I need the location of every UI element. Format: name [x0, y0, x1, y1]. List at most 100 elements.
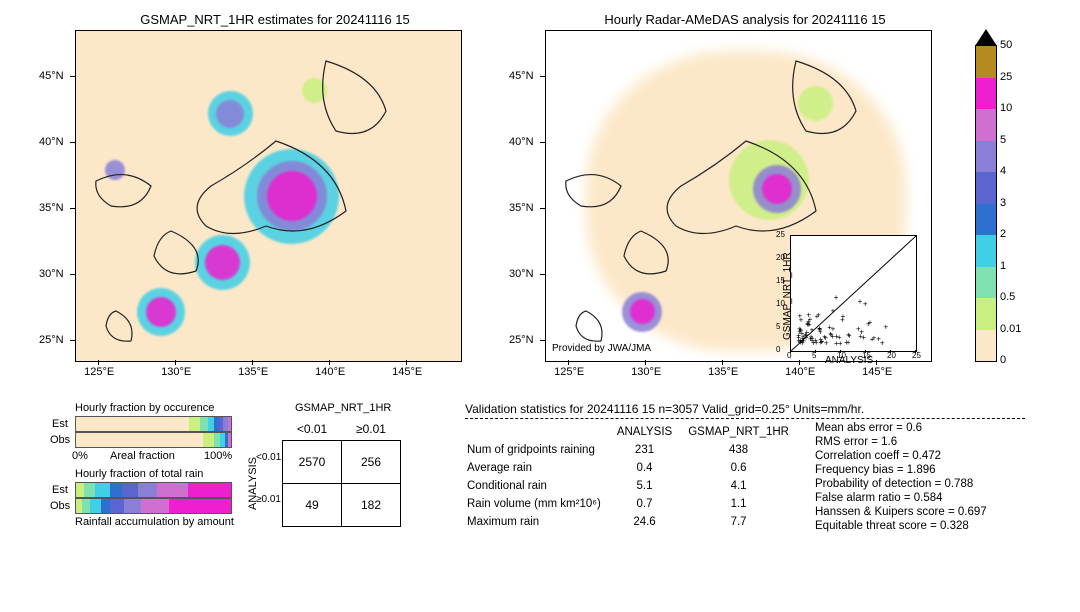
svg-text:+: +: [798, 312, 803, 321]
svg-text:+: +: [818, 325, 823, 334]
svg-text:+: +: [872, 334, 877, 343]
bar-seg: [203, 433, 214, 447]
lon-tick: 125°E: [84, 366, 114, 378]
bar-seg: [122, 483, 138, 497]
svg-text:+: +: [824, 338, 829, 347]
colorbar-seg: [976, 235, 996, 267]
est-label-1: Est: [52, 418, 68, 430]
colorbar-tick: 0.5: [1000, 291, 1015, 303]
lat-tick: 45°N: [509, 70, 534, 82]
bar-seg: [228, 417, 231, 431]
colorbar-tick: 10: [1000, 102, 1012, 114]
inset-xtick: 10: [837, 351, 846, 360]
obs-label-2: Obs: [50, 500, 70, 512]
lat-tick: 45°N: [39, 70, 64, 82]
colorbar-tick: 0.01: [1000, 323, 1021, 335]
metric-line: RMS error = 1.6: [815, 436, 987, 448]
bar-seg: [76, 483, 84, 497]
bar-seg: [76, 433, 203, 447]
colorbar-tick: 1: [1000, 260, 1006, 272]
inset-xtick: 25: [912, 351, 921, 360]
svg-text:+: +: [868, 318, 873, 327]
svg-text:+: +: [797, 325, 802, 334]
totalrain-title: Hourly fraction of total rain: [75, 468, 203, 480]
validation-row: Num of gridpoints raining231438: [467, 442, 803, 458]
lon-tick: 125°E: [554, 366, 584, 378]
colorbar-seg: [976, 141, 996, 173]
axis-0pct: 0%: [72, 450, 88, 462]
bar-seg: [76, 417, 189, 431]
bar-seg: [84, 483, 95, 497]
colorbar-tick: 4: [1000, 165, 1006, 177]
inset-xtick: 5: [812, 351, 816, 360]
occurrence-obs-bar: [75, 432, 232, 448]
validation-metrics: Mean abs error = 0.6RMS error = 1.6Corre…: [815, 422, 987, 534]
validation-row: Conditional rain5.14.1: [467, 478, 803, 494]
colorbar: [975, 45, 997, 362]
lat-tick: 40°N: [39, 136, 64, 148]
validation-row: Maximum rain24.67.7: [467, 514, 803, 530]
lat-tick: 40°N: [509, 136, 534, 148]
validation-divider: [465, 418, 1025, 419]
svg-text:+: +: [841, 312, 846, 321]
bar-seg: [110, 483, 122, 497]
inset-xtick: 20: [887, 351, 896, 360]
svg-text:+: +: [816, 311, 821, 320]
bar-seg: [138, 483, 157, 497]
svg-text:+: +: [831, 306, 836, 315]
inset-ylabel: GSMAP_NRT_1HR: [782, 252, 793, 340]
metric-line: False alarm ratio = 0.584: [815, 492, 987, 504]
bar-seg: [90, 499, 101, 513]
colorbar-tick: 3: [1000, 197, 1006, 209]
bar-seg: [95, 483, 111, 497]
contingency-table: <0.01≥0.01 2570256 49182: [282, 418, 401, 527]
svg-text:+: +: [806, 310, 811, 319]
cont-row-1: ≥0.01: [256, 494, 281, 505]
lon-tick: 140°E: [315, 366, 345, 378]
svg-text:+: +: [880, 338, 885, 347]
colorbar-seg: [976, 267, 996, 299]
bar-seg: [141, 499, 169, 513]
svg-text:+: +: [846, 330, 851, 339]
lat-tick: 30°N: [509, 268, 534, 280]
validation-row: Rain volume (mm km²10⁶)0.71.1: [467, 496, 803, 512]
metric-line: Equitable threat score = 0.328: [815, 520, 987, 532]
cont-col-header: GSMAP_NRT_1HR: [295, 402, 391, 414]
lat-tick: 35°N: [509, 202, 534, 214]
validation-row: Average rain0.40.6: [467, 460, 803, 476]
right-map-title: Hourly Radar-AMeDAS analysis for 2024111…: [545, 12, 945, 27]
inset-ytick: 5: [776, 322, 780, 331]
totalrain-obs-bar: [75, 498, 232, 514]
est-label-2: Est: [52, 484, 68, 496]
bar-seg: [169, 499, 231, 513]
colorbar-tick: 0: [1000, 354, 1006, 366]
totalrain-footer: Rainfall accumulation by amount: [75, 516, 234, 528]
colorbar-seg: [976, 172, 996, 204]
colorbar-seg: [976, 204, 996, 236]
lon-tick: 130°E: [161, 366, 191, 378]
svg-text:+: +: [863, 300, 868, 309]
colorbar-seg: [976, 330, 996, 362]
bar-seg: [82, 499, 90, 513]
inset-xtick: 0: [787, 351, 791, 360]
scatter-inset: ++++++++++++++++++++++++++++++++++++++++…: [790, 235, 917, 352]
inset-ytick: 0: [776, 345, 780, 354]
lon-tick: 135°E: [238, 366, 268, 378]
bar-seg: [101, 499, 110, 513]
colorbar-tick: 25: [1000, 71, 1012, 83]
bar-seg: [200, 417, 208, 431]
svg-text:+: +: [829, 330, 834, 339]
bar-seg: [228, 433, 231, 447]
lon-tick: 135°E: [708, 366, 738, 378]
cont-row-0: <0.01: [256, 452, 281, 463]
inset-ytick: 15: [776, 276, 785, 285]
bar-seg: [157, 483, 188, 497]
svg-text:+: +: [808, 334, 813, 343]
colorbar-seg: [976, 46, 996, 78]
inset-xtick: 15: [862, 351, 871, 360]
lat-tick: 25°N: [509, 334, 534, 346]
metric-line: Mean abs error = 0.6: [815, 422, 987, 434]
occurrence-est-bar: [75, 416, 232, 432]
lon-tick: 130°E: [631, 366, 661, 378]
svg-text:+: +: [818, 338, 823, 347]
